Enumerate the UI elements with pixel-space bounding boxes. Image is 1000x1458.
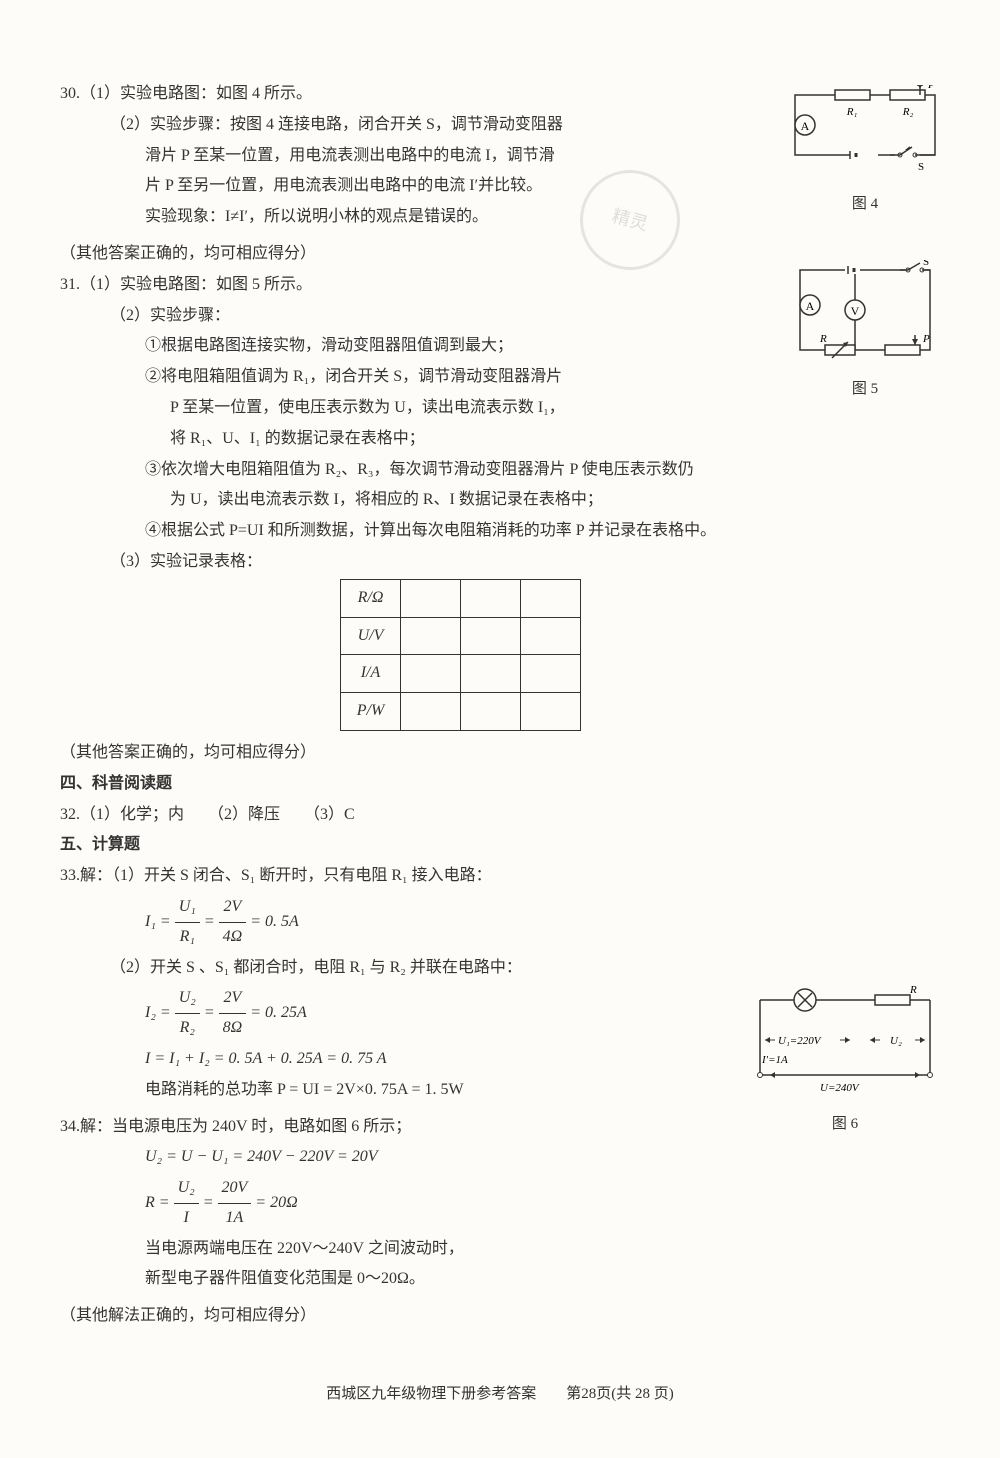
- circuit-6-svg: L R U₁=220V U₂ I′=1A U=240V: [750, 985, 940, 1095]
- q33-head: 解：（1）开关 S 闭合、S₁ 断开时，只有电阻 R₁ 接入电路：: [80, 867, 492, 884]
- q31-s3b: 为 U，读出电流表示数 I，将相应的 R、I 数据记录在表格中；: [60, 486, 940, 515]
- svg-text:U=240V: U=240V: [820, 1082, 860, 1094]
- svg-text:P: P: [922, 333, 930, 345]
- svg-text:R₁: R₁: [846, 106, 858, 118]
- q33-number: 33.: [60, 867, 80, 884]
- q30-p1: （1）实验电路图：如图 4 所示。: [80, 85, 312, 102]
- q33-f1-lhs: I₁ =: [145, 913, 171, 930]
- svg-text:V: V: [851, 304, 860, 318]
- figure-5: A V R P S 图 5: [790, 260, 940, 403]
- q33-f2-lhs: I₂ =: [145, 1004, 171, 1021]
- data-table: R/Ω U/V I/A P/W: [340, 579, 581, 731]
- table-row-header: R/Ω: [341, 579, 401, 617]
- q31-p3: （3）实验记录表格：: [60, 548, 940, 577]
- q31-s3: ③依次增大电阻箱阻值为 R₂、R₃，每次调节滑动变阻器滑片 P 使电压表示数仍: [60, 456, 940, 485]
- svg-text:I′=1A: I′=1A: [761, 1054, 788, 1066]
- figure-4-caption: 图 4: [790, 191, 940, 218]
- circuit-4-svg: A R₁ R₂ P S: [790, 85, 940, 175]
- table-row-header: I/A: [341, 655, 401, 693]
- svg-text:R: R: [909, 985, 917, 996]
- ammeter-label: A: [801, 119, 810, 133]
- figure-6: L R U₁=220V U₂ I′=1A U=240V 图 6: [750, 985, 940, 1138]
- table-row-header: P/W: [341, 693, 401, 731]
- figure-4: A R₁ R₂ P S 图 4: [790, 85, 940, 218]
- question-34: 34.解：当电源电压为 240V 时，电路如图 6 所示； U₂ = U − U…: [60, 1113, 940, 1295]
- section-5-title: 五、计算题: [60, 831, 940, 860]
- q31-s2c: 将 R₁、U、I₁ 的数据记录在表格中；: [60, 425, 940, 454]
- circuit-5-svg: A V R P S: [790, 260, 940, 360]
- q32-number: 32.: [60, 806, 80, 823]
- q31-s4: ④根据公式 P=UI 和所测数据，计算出每次电阻箱消耗的功率 P 并记录在表格中…: [60, 517, 940, 546]
- q34-f2-lhs: R =: [145, 1194, 170, 1211]
- svg-text:L: L: [798, 985, 805, 988]
- svg-text:R: R: [819, 333, 827, 345]
- table-row-header: U/V: [341, 617, 401, 655]
- q34-f1: U₂ = U − U₁ = 240V − 220V = 20V: [60, 1143, 940, 1172]
- svg-text:S: S: [918, 161, 924, 173]
- figure-5-caption: 图 5: [790, 376, 940, 403]
- svg-text:U₁=220V: U₁=220V: [778, 1035, 822, 1047]
- svg-text:P: P: [927, 85, 935, 91]
- q34-p3: 当电源两端电压在 220V～240V 之间波动时，: [60, 1235, 940, 1264]
- q31-note: （其他答案正确的，均可相应得分）: [60, 739, 940, 768]
- q31-p1: （1）实验电路图：如图 5 所示。: [80, 276, 312, 293]
- figure-6-caption: 图 6: [750, 1111, 940, 1138]
- q34-p4: 新型电子器件阻值变化范围是 0～20Ω。: [60, 1265, 940, 1294]
- q32-text: （1）化学；内 （2）降压 （3）C: [80, 806, 355, 823]
- q34-note: （其他解法正确的，均可相应得分）: [60, 1302, 940, 1331]
- svg-text:R₂: R₂: [902, 106, 914, 118]
- q30-number: 30.: [60, 85, 80, 102]
- q34-head: 解：当电源电压为 240V 时，电路如图 6 所示；: [80, 1118, 411, 1135]
- q31-number: 31.: [60, 276, 80, 293]
- q33-p2: （2）开关 S 、S₁ 都闭合时，电阻 R₁ 与 R₂ 并联在电路中：: [60, 954, 940, 983]
- q34-number: 34.: [60, 1118, 80, 1135]
- svg-text:S: S: [923, 260, 929, 268]
- page-footer: 西城区九年级物理下册参考答案 第28页(共 28 页): [60, 1381, 940, 1408]
- svg-text:A: A: [806, 299, 815, 313]
- svg-text:U₂: U₂: [890, 1035, 902, 1047]
- section-4-title: 四、科普阅读题: [60, 770, 940, 799]
